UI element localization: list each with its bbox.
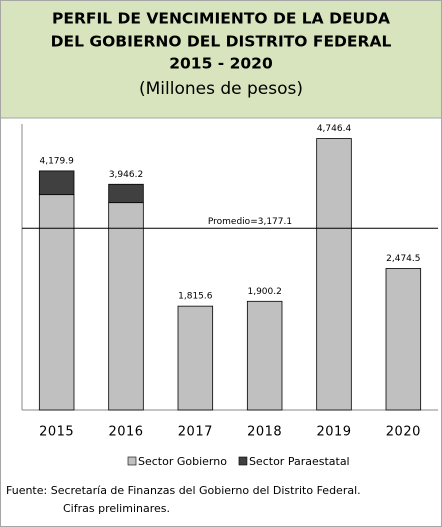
chart-title: DEL GOBIERNO DEL DISTRITO FEDERAL [51,33,392,51]
bar-segment [38,194,75,411]
bar-segment [246,300,283,411]
average-label: Promedio=3,177.1 [208,217,292,227]
chart-subtitle: (Millones de pesos) [139,79,303,99]
x-tick-label: 2019 [316,425,351,440]
data-label: 2,474.5 [386,254,420,264]
chart-title: 2015 - 2020 [169,55,273,73]
x-tick-label: 2016 [108,425,143,440]
data-label: 4,179.9 [39,156,74,166]
legend-label: Sector Paraestatal [249,455,350,468]
bar-segment [177,305,214,411]
data-label: 4,746.4 [317,124,352,134]
data-label: 1,815.6 [178,292,213,302]
x-tick-label: 2018 [247,425,282,440]
legend-label: Sector Gobierno [138,455,227,468]
source: Cifras preliminares. [63,502,170,515]
x-tick-label: 2017 [178,425,213,440]
legend-swatch [238,456,248,466]
data-label: 1,900.2 [247,287,281,297]
chart-title: PERFIL DE VENCIMIENTO DE LA DEUDA [52,10,390,28]
source: Fuente: Secretaría de Finanzas del Gobie… [6,484,361,497]
bar-segment [316,138,352,411]
legend-swatch [127,456,137,466]
x-tick-label: 2020 [386,425,421,440]
bar-segment [38,170,75,196]
data-label: 3,946.2 [109,170,143,180]
header [1,1,441,118]
x-tick-label: 2015 [39,425,74,440]
bar-segment [385,268,422,411]
bar-segment [108,202,144,411]
bar-segment [108,183,144,204]
